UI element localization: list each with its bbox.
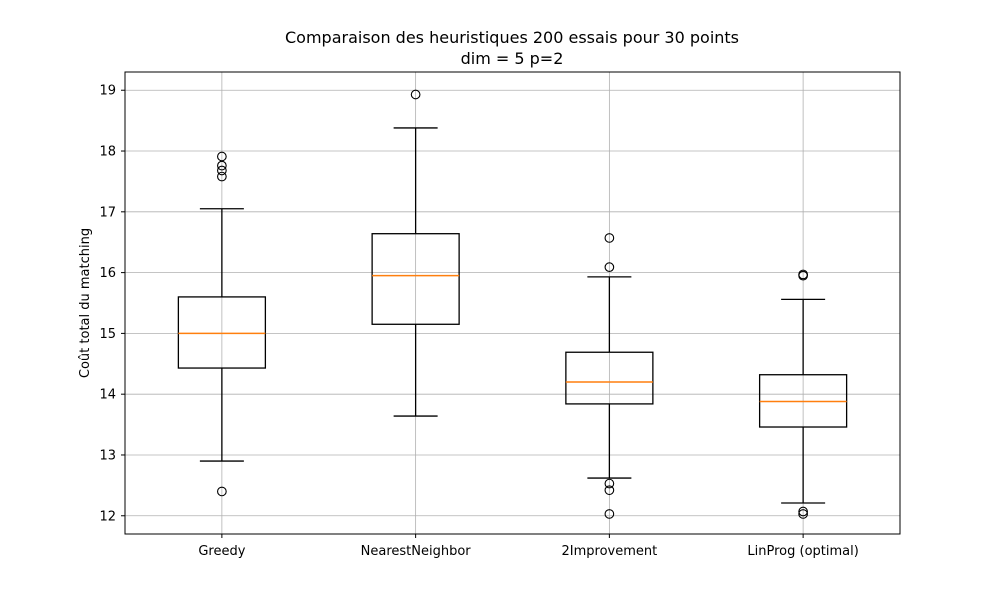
y-axis-label: Coût total du matching (78, 228, 93, 378)
x-tick-label: Greedy (198, 544, 245, 559)
chart-title: Comparaison des heuristiques 200 essais … (285, 28, 739, 47)
outlier-point (604, 262, 615, 272)
x-tick-label: NearestNeighbor (361, 544, 472, 559)
y-tick-label: 16 (99, 266, 116, 281)
outlier-point (798, 506, 808, 517)
outlier-point (604, 233, 615, 243)
box-group (758, 269, 848, 519)
x-tick-label: LinProg (optimal) (747, 544, 858, 559)
y-tick-label: 15 (99, 327, 116, 342)
outlier-point (410, 89, 421, 100)
outlier-point (217, 151, 227, 162)
y-tick-label: 12 (99, 509, 116, 524)
chart-subtitle: dim = 5 p=2 (461, 49, 564, 68)
outlier-point (798, 269, 808, 280)
box (177, 296, 267, 369)
y-tick-label: 17 (99, 205, 116, 220)
outlier-point (604, 478, 615, 489)
outlier-point (604, 509, 615, 519)
grid-lines (125, 72, 900, 534)
axis-ticks: 12 13 14 15 16 17 18 19 Greedy NearestNeighbor 2Im… (99, 84, 858, 559)
box-group (565, 233, 654, 519)
outlier-point (217, 486, 227, 497)
outlier-point (604, 485, 615, 496)
outlier-point (217, 165, 227, 176)
y-tick-label: 18 (99, 145, 116, 160)
box (565, 351, 654, 405)
x-tick-label: 2Improvement (562, 544, 658, 559)
box-group (371, 89, 460, 417)
box (371, 233, 460, 325)
outlier-point (798, 509, 808, 519)
y-tick-label: 13 (99, 448, 116, 463)
plot-frame (124, 71, 901, 535)
box-group (177, 151, 267, 497)
outlier-point (217, 171, 227, 182)
plot-area (177, 89, 848, 519)
y-tick-label: 19 (99, 84, 116, 99)
y-tick-label: 14 (99, 388, 116, 403)
